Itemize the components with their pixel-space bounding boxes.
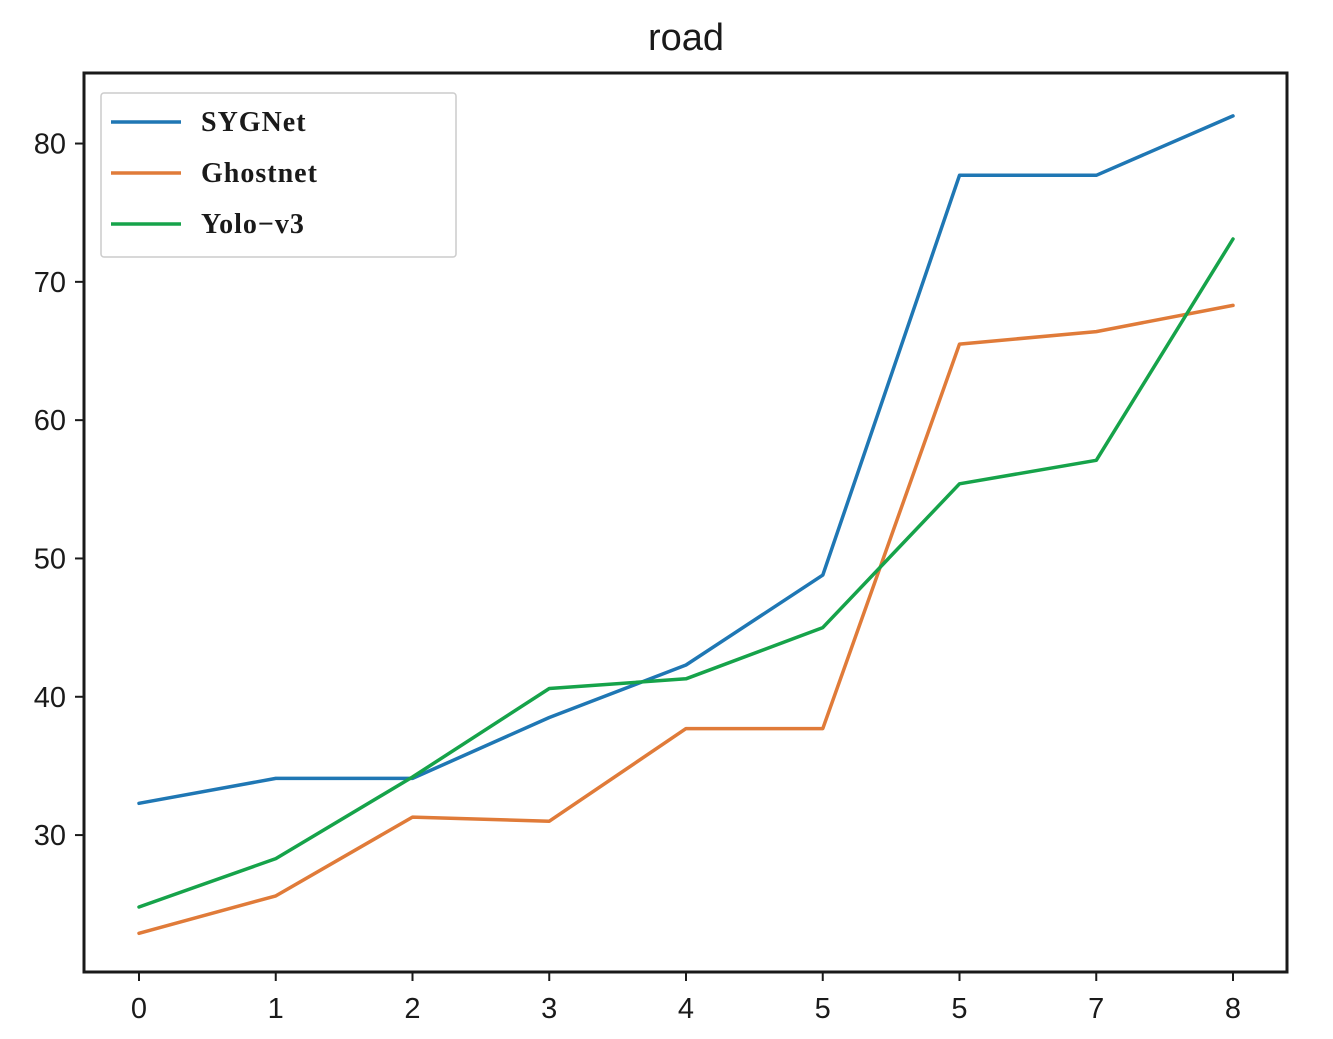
y-tick-label: 30 — [34, 820, 66, 852]
x-tick-label: 8 — [1225, 993, 1241, 1025]
series-line-sygnet — [137, 114, 1235, 806]
y-tick-label: 40 — [34, 682, 66, 714]
legend-label-ghostnet: Ghostnet — [201, 158, 318, 189]
chart-title: road — [648, 17, 724, 59]
legend-box — [100, 92, 457, 258]
x-tick-label: 7 — [1088, 993, 1104, 1025]
y-tick-label: 70 — [34, 267, 66, 299]
y-tick-label: 60 — [34, 405, 66, 437]
legend-entries: SYGNet Ghostnet Yolo−v3 — [111, 107, 318, 240]
series-layer — [137, 114, 1235, 936]
y-tick-label: 50 — [34, 543, 66, 575]
x-tick-label: 4 — [678, 993, 694, 1025]
y-axis: 30 40 50 60 70 80 — [34, 129, 84, 852]
series-line-ghostnet — [137, 303, 1235, 936]
x-tick-label: 0 — [131, 993, 147, 1025]
x-tick-label: 2 — [404, 993, 420, 1025]
x-tick-label: 3 — [541, 993, 557, 1025]
legend-label-yolo-v3: Yolo−v3 — [201, 209, 305, 240]
x-tick-label: 5 — [951, 993, 967, 1025]
x-axis: 0 1 2 3 4 5 5 7 8 — [131, 972, 1241, 1025]
x-tick-label: 1 — [268, 993, 284, 1025]
series-line-yolo-v3 — [137, 237, 1235, 909]
legend-label-sygnet: SYGNet — [201, 107, 307, 138]
legend: SYGNet Ghostnet Yolo−v3 — [100, 92, 457, 258]
x-tick-label: 5 — [815, 993, 831, 1025]
y-tick-label: 80 — [34, 129, 66, 161]
